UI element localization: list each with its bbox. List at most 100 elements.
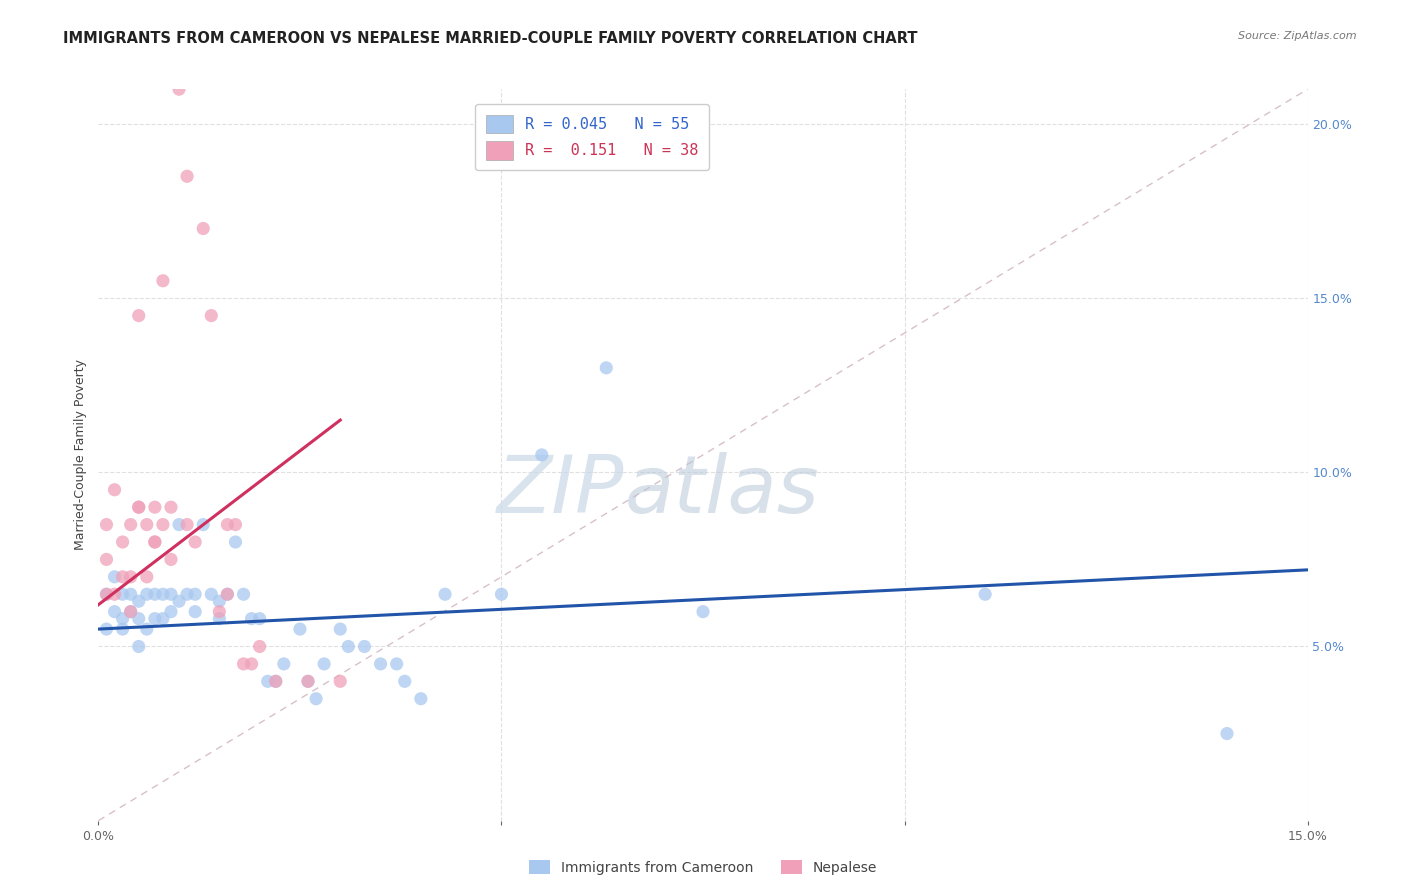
Point: [249, 612, 271, 626]
Text: Source: ZipAtlas.com: Source: ZipAtlas.com: [1239, 31, 1357, 41]
Point: [120, 570, 142, 584]
Point: [208, 612, 231, 626]
Point: [103, 483, 125, 497]
Point: [143, 587, 166, 601]
Point: [152, 274, 174, 288]
Point: [111, 622, 134, 636]
Point: [595, 360, 617, 375]
Point: [337, 640, 360, 654]
Point: [370, 657, 392, 671]
Point: [217, 587, 239, 601]
Point: [409, 691, 432, 706]
Point: [208, 594, 231, 608]
Point: [103, 570, 125, 584]
Point: [111, 612, 134, 626]
Point: [329, 622, 352, 636]
Point: [184, 605, 207, 619]
Point: [96, 517, 118, 532]
Point: [264, 674, 287, 689]
Point: [103, 605, 125, 619]
Point: [111, 535, 134, 549]
Point: [249, 640, 271, 654]
Point: [329, 674, 352, 689]
Point: [1216, 726, 1239, 740]
Point: [200, 309, 222, 323]
Point: [240, 612, 263, 626]
Point: [143, 500, 166, 515]
Point: [176, 517, 198, 532]
Legend: R = 0.045   N = 55, R =  0.151   N = 38: R = 0.045 N = 55, R = 0.151 N = 38: [475, 104, 710, 170]
Point: [135, 622, 157, 636]
Point: [176, 169, 198, 184]
Point: [96, 587, 118, 601]
Point: [128, 594, 150, 608]
Point: [974, 587, 997, 601]
Point: [305, 691, 328, 706]
Point: [184, 535, 207, 549]
Point: [143, 612, 166, 626]
Point: [184, 587, 207, 601]
Point: [491, 587, 513, 601]
Point: [128, 500, 150, 515]
Point: [152, 517, 174, 532]
Point: [232, 587, 254, 601]
Point: [120, 605, 142, 619]
Point: [193, 221, 215, 235]
Text: IMMIGRANTS FROM CAMEROON VS NEPALESE MARRIED-COUPLE FAMILY POVERTY CORRELATION C: IMMIGRANTS FROM CAMEROON VS NEPALESE MAR…: [63, 31, 918, 46]
Legend: Immigrants from Cameroon, Nepalese: Immigrants from Cameroon, Nepalese: [523, 855, 883, 880]
Point: [128, 500, 150, 515]
Point: [160, 605, 183, 619]
Point: [288, 622, 311, 636]
Point: [232, 657, 254, 671]
Point: [217, 587, 239, 601]
Point: [692, 605, 714, 619]
Point: [160, 500, 183, 515]
Point: [264, 674, 287, 689]
Point: [111, 570, 134, 584]
Point: [160, 552, 183, 566]
Point: [530, 448, 553, 462]
Y-axis label: Married-Couple Family Poverty: Married-Couple Family Poverty: [75, 359, 87, 550]
Point: [128, 640, 150, 654]
Point: [135, 587, 157, 601]
Point: [120, 517, 142, 532]
Text: atlas: atlas: [624, 452, 820, 531]
Point: [176, 587, 198, 601]
Point: [135, 517, 157, 532]
Point: [135, 570, 157, 584]
Point: [394, 674, 416, 689]
Point: [200, 587, 222, 601]
Point: [297, 674, 319, 689]
Point: [217, 517, 239, 532]
Point: [208, 605, 231, 619]
Point: [152, 612, 174, 626]
Point: [167, 82, 190, 96]
Point: [314, 657, 336, 671]
Point: [273, 657, 295, 671]
Point: [128, 612, 150, 626]
Point: [167, 594, 190, 608]
Point: [256, 674, 278, 689]
Point: [353, 640, 375, 654]
Point: [297, 674, 319, 689]
Point: [120, 587, 142, 601]
Point: [96, 587, 118, 601]
Point: [120, 605, 142, 619]
Point: [96, 552, 118, 566]
Point: [143, 535, 166, 549]
Point: [128, 309, 150, 323]
Point: [96, 622, 118, 636]
Point: [224, 535, 246, 549]
Point: [224, 517, 246, 532]
Point: [111, 587, 134, 601]
Point: [152, 587, 174, 601]
Point: [385, 657, 408, 671]
Text: ZIP: ZIP: [498, 452, 624, 531]
Point: [193, 517, 215, 532]
Point: [167, 517, 190, 532]
Point: [434, 587, 457, 601]
Point: [103, 587, 125, 601]
Point: [160, 587, 183, 601]
Point: [240, 657, 263, 671]
Point: [143, 535, 166, 549]
